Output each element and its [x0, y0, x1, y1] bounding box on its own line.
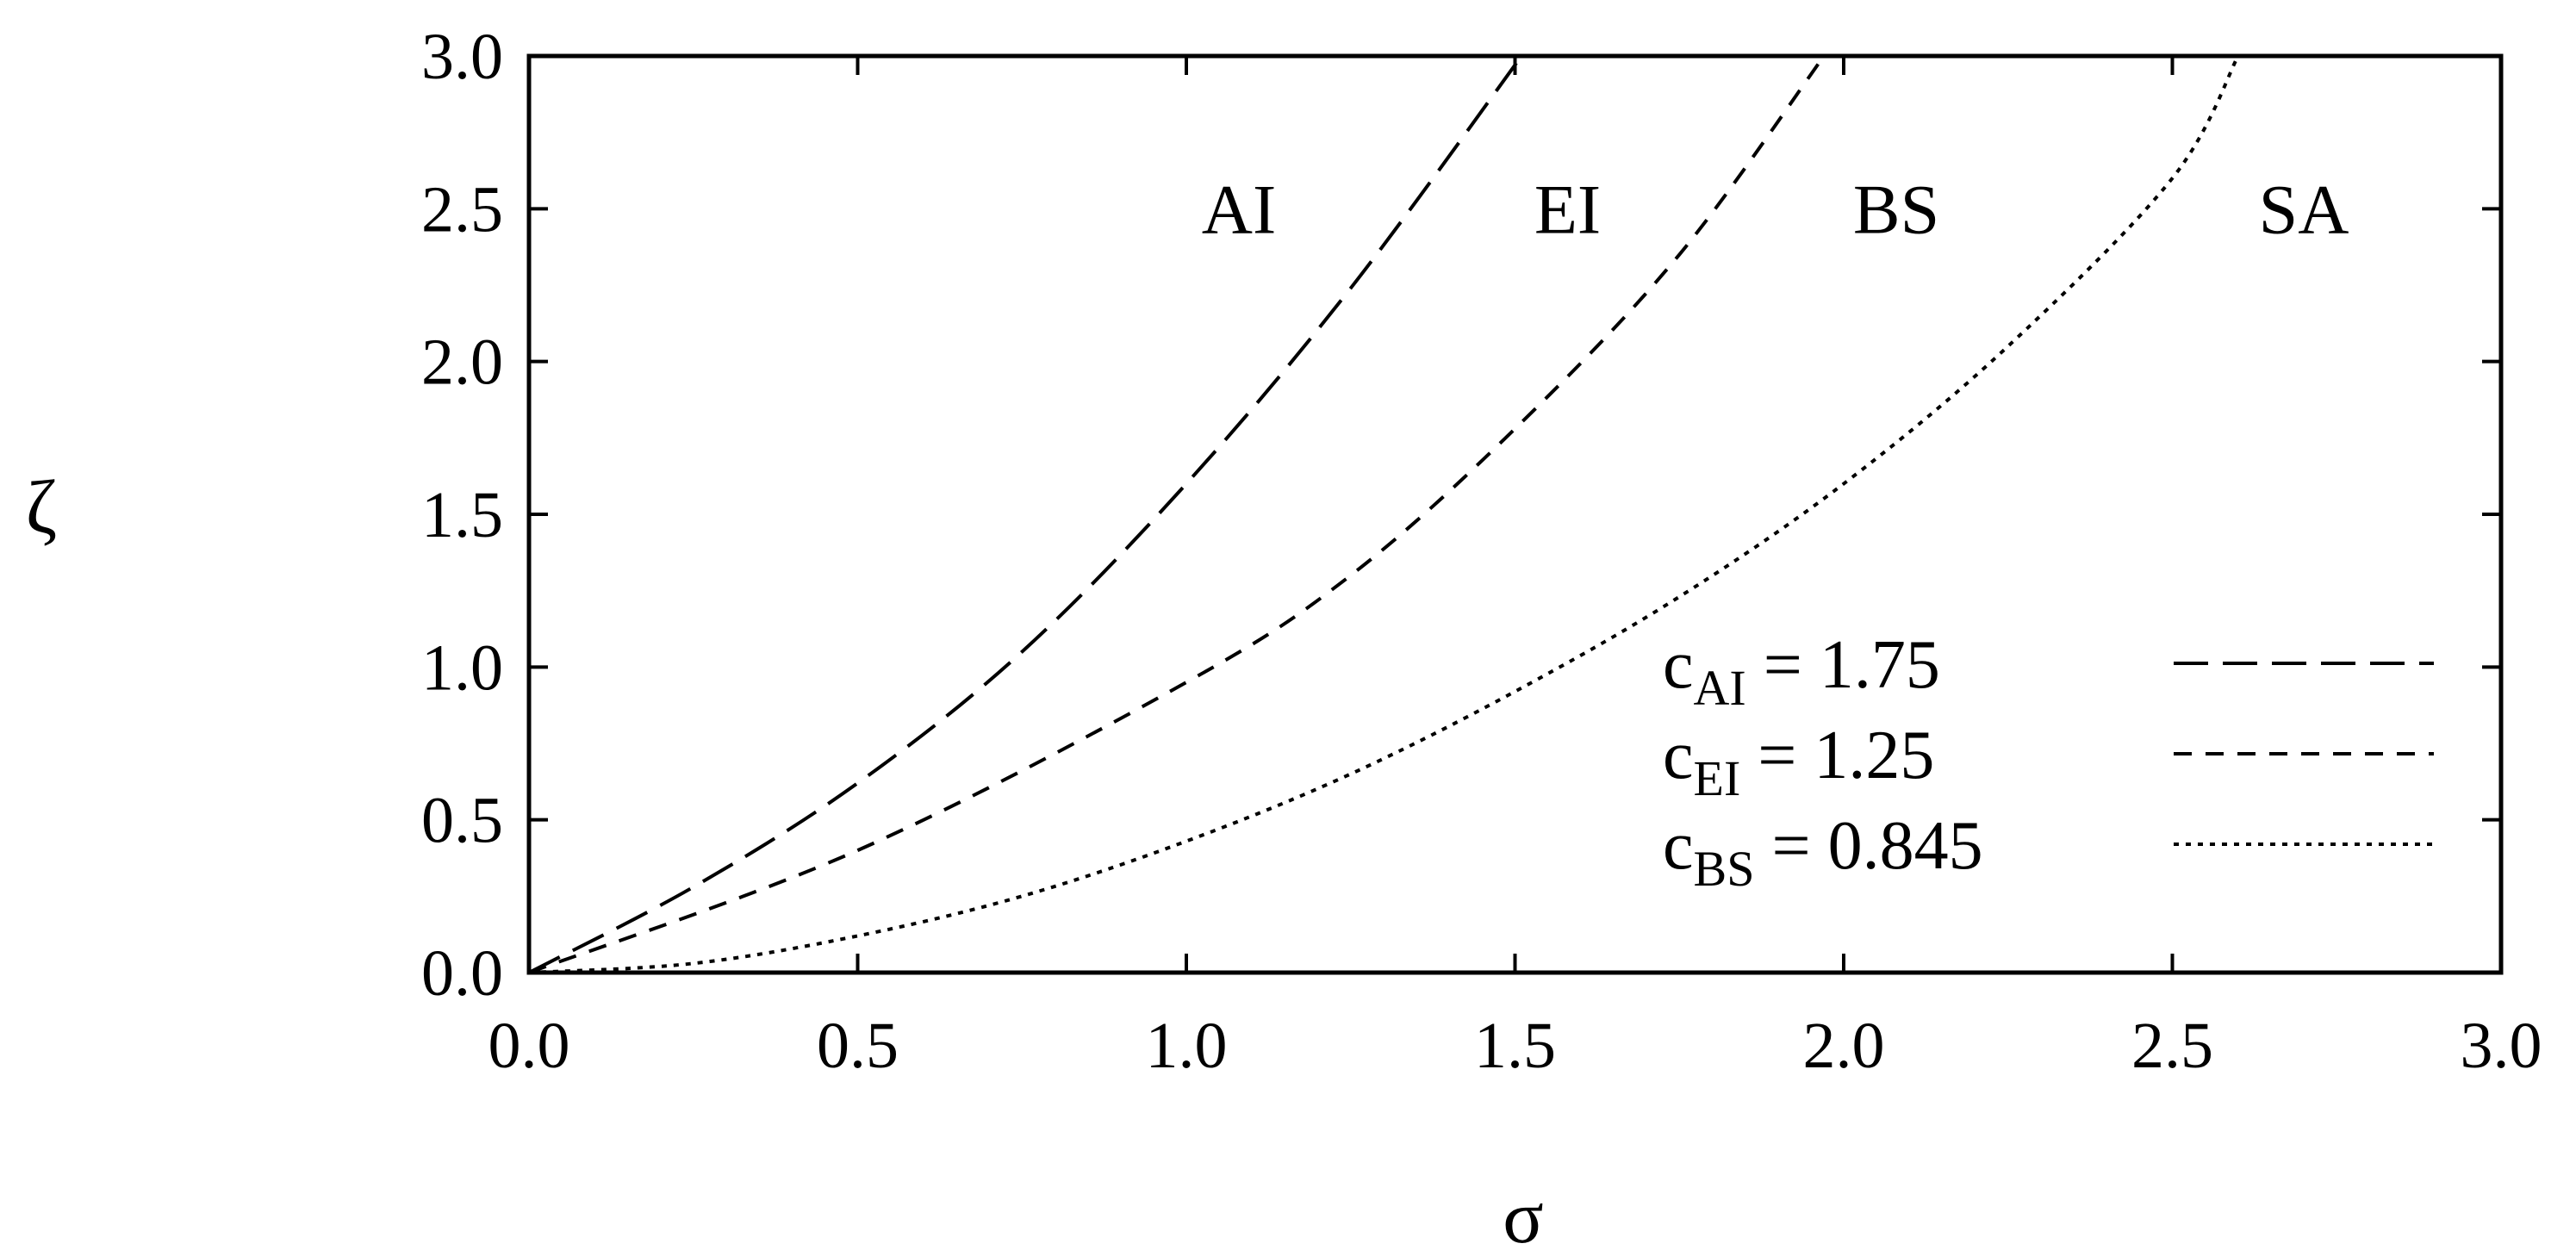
region-label-bs: BS	[1853, 170, 1939, 248]
y-tick-label-2: 1.0	[421, 631, 503, 704]
plot-frame	[526, 53, 2504, 975]
x-tick-label-5: 2.5	[2131, 1010, 2213, 1082]
legend-label-bs: cBS = 0.845	[1663, 808, 1983, 897]
series-line-bs	[528, 55, 2240, 974]
series-lines	[528, 54, 2240, 974]
x-tick-label-3: 1.5	[1474, 1010, 1556, 1082]
legend-label-ei: cEI = 1.25	[1663, 718, 1934, 806]
x-tick-label-4: 2.0	[1803, 1010, 1885, 1082]
x-tick-label-1: 0.5	[817, 1010, 899, 1082]
plot-border	[526, 53, 2504, 975]
series-line-ai	[528, 54, 1523, 974]
region-label-ai: AI	[1202, 170, 1277, 248]
region-label-ei: EI	[1534, 170, 1601, 248]
x-tick-label-0: 0.0	[488, 1010, 570, 1082]
y-tick-label-1: 0.5	[421, 785, 503, 857]
y-tick-label-3: 1.5	[421, 479, 503, 551]
axis-ticks: 0.0 0.5 1.0 1.5 2.0 2.5 3.0 0.0 0.5 1.0 1.5 2.0 2.5 3…	[421, 21, 2542, 1082]
region-label-sa: SA	[2259, 170, 2349, 248]
x-tick-label-6: 3.0	[2461, 1010, 2542, 1082]
region-labels: AI EI BS SA	[1202, 170, 2349, 248]
y-tick-label-6: 3.0	[421, 21, 503, 93]
x-axis-label: σ	[1503, 1176, 1543, 1256]
series-line-ei	[528, 54, 1826, 974]
legend-label-ai: cAI = 1.75	[1663, 627, 1940, 716]
y-tick-label-4: 2.0	[421, 326, 503, 399]
y-tick-label-0: 0.0	[421, 937, 503, 1010]
y-tick-label-5: 2.5	[421, 173, 503, 246]
y-axis-label: ζ	[26, 466, 57, 550]
x-tick-label-2: 1.0	[1146, 1010, 1228, 1082]
